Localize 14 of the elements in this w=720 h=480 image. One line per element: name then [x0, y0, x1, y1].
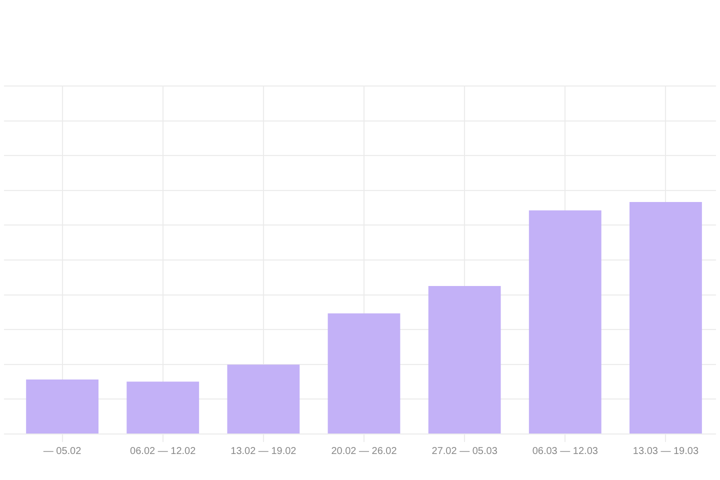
x-tick-label: 06.03 — 12.03	[532, 446, 598, 457]
x-tick-label: 13.03 — 19.03	[632, 446, 699, 457]
bar	[227, 364, 300, 434]
x-tick-label: 20.02 — 26.02	[331, 446, 398, 457]
bar	[528, 210, 602, 434]
bar	[328, 313, 400, 434]
x-tick-label: — 05.02	[43, 446, 82, 457]
bar	[26, 379, 98, 434]
x-tick-label: 06.02 — 12.02	[130, 446, 196, 457]
bar	[126, 382, 200, 434]
x-tick-label: 13.02 — 19.02	[230, 446, 297, 457]
bar	[630, 202, 702, 434]
x-tick-label: 27.02 — 05.03	[432, 446, 498, 457]
bar	[428, 286, 501, 434]
